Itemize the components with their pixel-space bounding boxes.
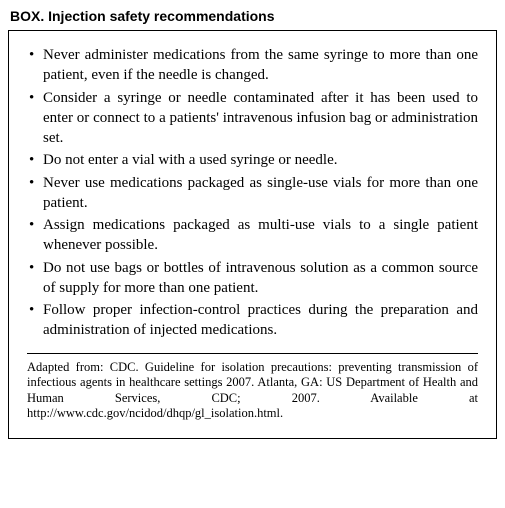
list-item: Assign medications packaged as multi-use… <box>27 215 478 256</box>
list-item: Follow proper infection-control practice… <box>27 300 478 341</box>
list-item: Never administer medications from the sa… <box>27 45 478 86</box>
list-item: Never use medications packaged as single… <box>27 173 478 214</box>
box-title: BOX. Injection safety recommendations <box>10 8 497 24</box>
source-citation: Adapted from: CDC. Guideline for isolati… <box>27 360 478 423</box>
list-item: Consider a syringe or needle contaminate… <box>27 88 478 149</box>
recommendations-list: Never administer medications from the sa… <box>27 45 478 341</box>
recommendations-box: Never administer medications from the sa… <box>8 30 497 439</box>
list-item: Do not enter a vial with a used syringe … <box>27 150 478 170</box>
list-item: Do not use bags or bottles of intravenou… <box>27 258 478 299</box>
divider <box>27 353 478 354</box>
